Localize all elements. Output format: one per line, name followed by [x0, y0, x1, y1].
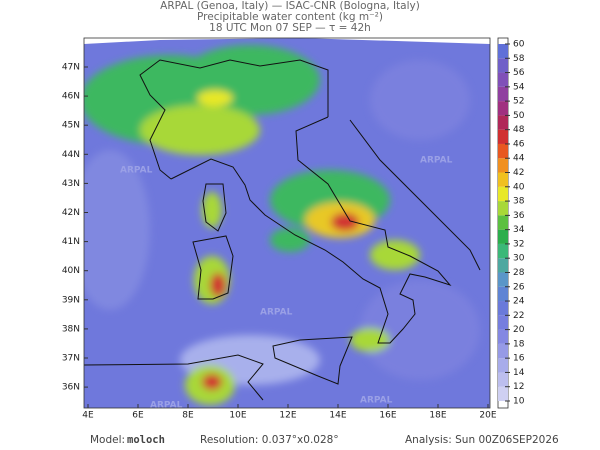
colorbar-label: 34 [513, 225, 525, 235]
colorbar-band [498, 286, 508, 302]
watermark: ARPAL [420, 156, 453, 166]
colorbar-label: 46 [513, 139, 525, 149]
lon-label: 10E [229, 411, 246, 421]
lon-label: 12E [279, 411, 296, 421]
footer-analysis: Analysis: Sun 00Z06SEP2026 [405, 434, 559, 446]
colorbar-label: 58 [513, 54, 525, 64]
watermark: ARPAL [360, 396, 393, 406]
colorbar-label: 14 [513, 368, 525, 378]
colorbar-band [498, 315, 508, 330]
colorbar-label: 42 [513, 168, 524, 178]
lat-label: 44N [62, 150, 80, 160]
watermark: ARPAL [120, 166, 153, 176]
lat-label: 41N [62, 237, 80, 247]
colorbar-band [498, 272, 508, 287]
lat-label: 47N [62, 63, 80, 73]
lon-label: 18E [429, 411, 446, 421]
colorbar-label: 56 [513, 68, 525, 78]
lat-label: 46N [62, 92, 80, 102]
colorbar-band [498, 186, 508, 202]
colorbar-band [498, 201, 508, 216]
footer-model: moloch [127, 434, 165, 446]
lon-label: 14E [329, 411, 346, 421]
colorbar-label: 52 [513, 97, 524, 107]
colorbar-band [498, 372, 508, 387]
colorbar-label: 30 [513, 254, 525, 264]
colorbar-band [498, 86, 508, 102]
map-frame [83, 37, 491, 409]
watermarks: ARPAL ARPAL ARPAL ARPAL ARPAL [120, 156, 453, 411]
lat-label: 39N [62, 295, 80, 305]
colorbar-label: 20 [513, 325, 525, 335]
colorbar-label: 48 [513, 125, 525, 135]
colorbar-label: 38 [513, 197, 525, 207]
colorbar-band [498, 158, 508, 173]
lat-label: 42N [62, 208, 80, 218]
colorbar-label: 28 [513, 268, 525, 278]
lon-label: 20E [479, 411, 496, 421]
colorbar-label: 12 [513, 382, 524, 392]
colorbar-band [498, 215, 508, 230]
footer-model-label: Model: [90, 434, 125, 446]
colorbar-label: 54 [513, 82, 525, 92]
colorbar-label: 18 [513, 339, 525, 349]
colorbar-band [498, 229, 508, 244]
lat-label: 45N [62, 121, 80, 131]
colorbar-band [498, 44, 508, 59]
header-line: ARPAL (Genoa, Italy) — ISAC-CNR (Bologna… [160, 0, 420, 12]
colorbar-label: 10 [513, 397, 525, 407]
colorbar-band [498, 172, 508, 187]
lon-label: 8E [182, 411, 194, 421]
lon-label: 6E [132, 411, 144, 421]
colorbar-label: 36 [513, 211, 525, 221]
colorbar-label: 32 [513, 239, 524, 249]
colorbar-band [498, 343, 508, 359]
colorbar-label: 40 [513, 182, 525, 192]
watermark: ARPAL [150, 401, 183, 411]
colorbar-band [498, 58, 508, 73]
colorbar-band [498, 129, 508, 144]
colorbar-band [498, 115, 508, 130]
colorbar-band [498, 358, 508, 373]
lat-label: 40N [62, 266, 80, 276]
footer-resolution: Resolution: 0.037°x0.028° [200, 434, 339, 446]
header-line: Precipitable water content (kg m⁻²) [197, 11, 383, 23]
colorbar-band [498, 258, 508, 273]
header-line: 18 UTC Mon 07 SEP — τ = 42h [209, 22, 371, 34]
watermark: ARPAL [260, 308, 293, 318]
coastlines [84, 59, 481, 401]
colorbar-label: 22 [513, 311, 524, 321]
lat-label: 43N [62, 179, 80, 189]
colorbar-label: 26 [513, 282, 525, 292]
colorbar-label: 16 [513, 354, 525, 364]
colorbar-band [498, 329, 508, 344]
colorbar-label: 50 [513, 111, 525, 121]
field: ARPAL ARPAL ARPAL ARPAL ARPAL [84, 38, 490, 411]
colorbar-band [498, 101, 508, 116]
colorbar-label: 60 [513, 40, 525, 50]
colorbar-band [498, 386, 508, 401]
lat-label: 37N [62, 354, 80, 364]
colorbar-band [498, 243, 508, 259]
lat-label: 36N [62, 383, 80, 393]
colorbar-label: 24 [513, 297, 525, 307]
colorbar-band [498, 72, 508, 87]
colorbar-label: 44 [513, 154, 525, 164]
lat-label: 38N [62, 324, 80, 334]
lon-label: 4E [82, 411, 94, 421]
colorbar-band [498, 301, 508, 316]
colorbar-band [498, 143, 508, 159]
lon-label: 16E [379, 411, 396, 421]
